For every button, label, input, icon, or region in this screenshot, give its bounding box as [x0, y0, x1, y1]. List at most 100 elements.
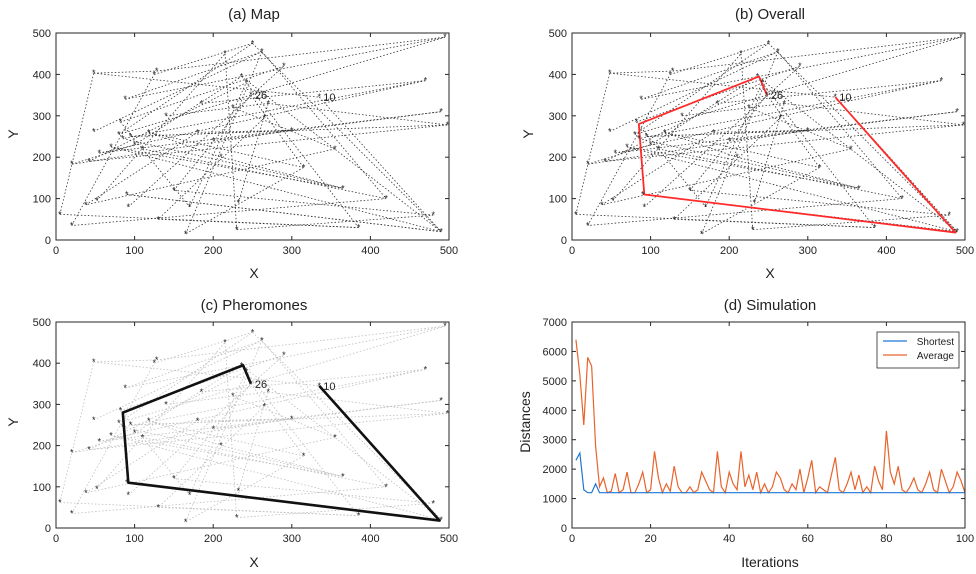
map-city-marker: *: [155, 66, 159, 76]
panel-title-overall: (b) Overall: [735, 6, 805, 23]
map-xtick-label: 500: [440, 245, 458, 257]
overall-edge: [701, 167, 820, 235]
map-city-marker: *: [333, 144, 337, 154]
map-city-marker: *: [439, 227, 443, 237]
overall-city-marker: *: [716, 98, 720, 108]
overall-edge: [601, 132, 714, 206]
map-xtick-label: 0: [53, 245, 59, 257]
pheromones-city-marker: *: [432, 498, 436, 508]
pheromones-city-marker: *: [341, 472, 345, 482]
panel-title-pheromones: (c) Pheromones: [201, 297, 308, 314]
map-xtick-label: 100: [125, 245, 143, 257]
map-city-marker: *: [147, 127, 151, 137]
map-edge: [245, 82, 359, 228]
pheromones-edge: [85, 436, 336, 494]
overall-city-marker: *: [637, 134, 641, 144]
series-line-shortest: [575, 450, 965, 494]
overall-city-marker: *: [955, 227, 959, 237]
map-edge: [99, 111, 442, 154]
map-edge: [93, 51, 263, 132]
overall-ytick-label: 100: [549, 194, 567, 206]
overall-best-route: [637, 75, 957, 234]
pheromones-city-marker: *: [152, 358, 156, 368]
overall-edge: [604, 124, 964, 162]
overall-city-marker: *: [680, 111, 684, 121]
panel-ylabel-simulation: Distances: [517, 391, 533, 452]
overall-edge: [777, 51, 903, 199]
map-city-marker: *: [251, 38, 255, 48]
map-edge: [120, 65, 285, 123]
pheromones-city-marker: *: [223, 338, 227, 348]
overall-city-marker: *: [727, 136, 731, 146]
map-edge: [122, 80, 426, 139]
map-edge: [110, 146, 343, 189]
map-city-marker: *: [282, 61, 286, 71]
map-city-marker: *: [237, 198, 241, 208]
pheromones-edge: [71, 363, 155, 514]
pheromones-edge: [59, 361, 95, 503]
overall-edge: [601, 148, 852, 206]
pheromones-city-marker: *: [129, 420, 133, 430]
overall-city-marker: *: [735, 152, 739, 162]
pheromones-city-marker: *: [446, 408, 450, 418]
overall-edge: [609, 51, 779, 132]
map-edge: [148, 131, 222, 158]
map-edge: [93, 72, 320, 98]
pheromones-city-marker: *: [249, 379, 253, 389]
overall-ytick-label: 0: [561, 235, 567, 247]
map-city-marker: *: [266, 98, 270, 108]
overall-city-marker: *: [586, 221, 590, 231]
map-edge: [250, 94, 304, 168]
map-city-marker: *: [341, 183, 345, 193]
map-ytick-label: 100: [33, 194, 51, 206]
map-edge: [224, 53, 238, 230]
map-city-marker: *: [119, 117, 123, 127]
map-city-marker: *: [84, 200, 88, 210]
map-city-marker: *: [231, 103, 235, 113]
overall-edge: [609, 72, 836, 98]
pheromones-edge: [71, 418, 292, 453]
overall-city-marker: *: [574, 209, 578, 219]
map-city-marker: *: [97, 148, 101, 158]
map-city-label: 26: [255, 90, 267, 102]
simulation-ytick-label: 4000: [543, 405, 567, 417]
map-edge: [122, 138, 343, 189]
overall-city-marker: *: [900, 194, 904, 204]
overall-city-marker: *: [613, 148, 617, 158]
pheromones-ytick-label: 400: [33, 358, 51, 370]
pheromones-city-marker: *: [97, 436, 101, 446]
map-city-marker: *: [439, 107, 443, 117]
map-edge: [156, 36, 446, 72]
map-edge: [71, 144, 135, 165]
map-city-marker: *: [164, 111, 168, 121]
overall-edge: [752, 214, 950, 231]
map-city-marker: *: [244, 78, 248, 88]
overall-edge: [835, 96, 958, 232]
map-city-marker: *: [318, 92, 322, 102]
overall-city-marker: *: [948, 210, 952, 220]
overall-city-marker: *: [668, 69, 672, 79]
overall-city-marker: *: [625, 142, 629, 152]
overall-city-marker: *: [643, 202, 647, 212]
map-edge: [130, 129, 292, 137]
overall-xtick-label: 0: [569, 245, 575, 257]
overall-city-marker: *: [776, 47, 780, 57]
overall-city-marker: *: [940, 76, 944, 86]
overall-city-marker: *: [688, 185, 692, 195]
simulation-xtick-label: 20: [644, 533, 656, 545]
pheromones-edge: [130, 418, 292, 426]
simulation-xtick-label: 80: [880, 533, 892, 545]
map-edge: [173, 94, 252, 191]
pheromones-xtick-label: 400: [361, 533, 379, 545]
pheromones-xtick-label: 0: [53, 533, 59, 545]
overall-ytick-label: 200: [549, 152, 567, 164]
pheromones-city-marker: *: [109, 430, 113, 440]
map-city-marker: *: [446, 120, 450, 130]
map-city-marker: *: [384, 194, 388, 204]
map-edge: [185, 167, 304, 235]
panel-xlabel-map: X: [249, 265, 259, 281]
pheromones-city-marker: *: [219, 441, 223, 451]
pheromones-city-marker: *: [211, 424, 215, 434]
overall-city-marker: *: [873, 223, 877, 233]
map-city-marker: *: [290, 125, 294, 135]
